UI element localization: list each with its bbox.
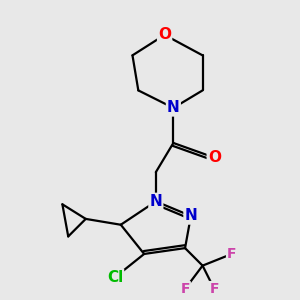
Text: N: N <box>167 100 180 116</box>
Text: F: F <box>209 282 219 296</box>
Text: N: N <box>184 208 197 224</box>
Text: Cl: Cl <box>107 270 123 285</box>
Text: F: F <box>180 282 190 296</box>
Text: O: O <box>158 27 171 42</box>
Text: N: N <box>149 194 162 209</box>
Text: F: F <box>227 247 236 261</box>
Text: O: O <box>208 150 221 165</box>
